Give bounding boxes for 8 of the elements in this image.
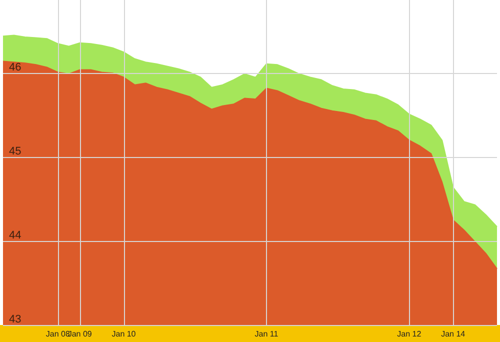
x-tick-label: Jan 14 — [441, 330, 466, 338]
y-tick-label: 46 — [9, 62, 22, 74]
y-tick-label: 43 — [9, 314, 22, 326]
x-tick-label: Jan 11 — [254, 330, 279, 338]
x-tick-label: Jan 12 — [397, 330, 422, 338]
y-tick-label: 44 — [9, 230, 22, 242]
x-tick-label: Jan 10 — [112, 330, 136, 338]
y-tick-label: 45 — [9, 146, 22, 158]
